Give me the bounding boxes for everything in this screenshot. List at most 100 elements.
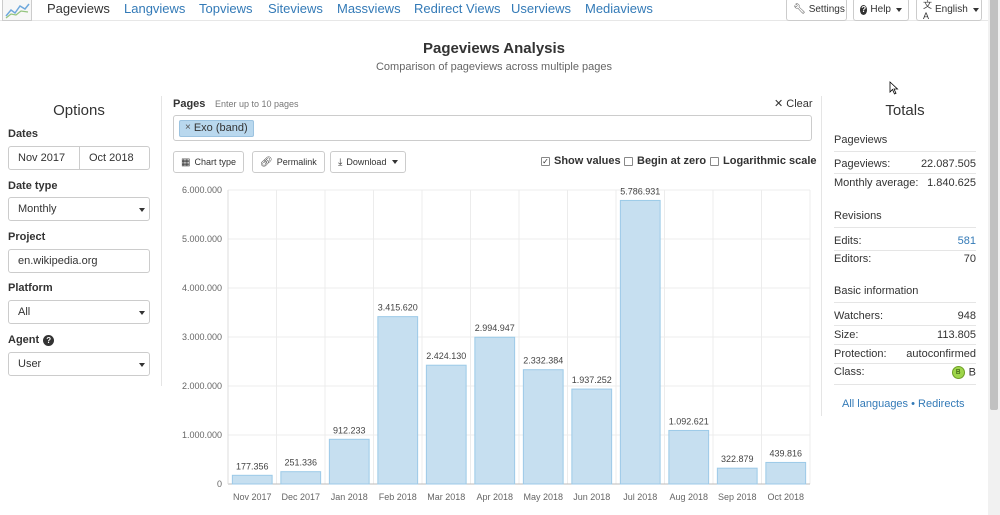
chart-bar[interactable]	[765, 461, 807, 485]
project-input[interactable]: en.wikipedia.org	[8, 249, 150, 273]
y-tick-label: 4.000.000	[182, 283, 222, 293]
bar-value-label: 3.415.620	[378, 303, 418, 313]
basic-info-section-heading: Basic information	[834, 285, 919, 297]
nav-redirect-views[interactable]: Redirect Views	[414, 1, 501, 16]
pages-label: Pages	[173, 98, 206, 110]
y-tick-label: 1.000.000	[182, 430, 222, 440]
checkbox-icon[interactable]	[624, 156, 633, 166]
chart-bar[interactable]	[425, 364, 467, 485]
show-values-label: Show values	[554, 155, 621, 167]
pageviews-logo[interactable]	[2, 0, 32, 21]
help-label: Help	[870, 4, 891, 15]
agent-label-row: Agent ?	[8, 334, 55, 346]
chart-bar[interactable]	[231, 474, 273, 485]
platform-value: All	[18, 306, 31, 318]
platform-label: Platform	[8, 282, 53, 294]
settings-button[interactable]: 🔧︎ Settings	[786, 0, 847, 21]
clear-pages-button[interactable]: ✕ Clear	[774, 97, 813, 110]
link-separator: •	[911, 398, 915, 410]
help-button[interactable]: ? Help	[853, 0, 909, 21]
page-tag-label: Exo (band)	[193, 122, 248, 134]
date-type-label: Date type	[8, 180, 58, 192]
x-axis-ticks: Nov 2017 Dec 2017 Jan 2018 Feb 2018 Mar 2018…	[233, 492, 804, 502]
y-axis-ticks: 0 1.000.000 2.000.000 3.000.000 4.000.000 5.0…	[182, 185, 222, 489]
divider	[834, 227, 976, 228]
x-tick-label: Jul 2018	[623, 492, 657, 502]
options-heading: Options	[53, 102, 105, 119]
nav-langviews[interactable]: Langviews	[124, 1, 186, 16]
monthly-average-value: 1.840.625	[927, 177, 976, 189]
totals-pageviews-row: Pageviews: 22.087.505	[834, 158, 976, 170]
checkbox-checked-icon[interactable]: ✓	[541, 156, 550, 166]
y-tick-label: 5.000.000	[182, 234, 222, 244]
chart-bar[interactable]	[668, 429, 710, 485]
chart-bar[interactable]	[716, 467, 758, 485]
x-tick-label: Aug 2018	[669, 492, 708, 502]
scrollbar-thumb[interactable]	[990, 0, 998, 410]
chart-type-button[interactable]: ▦ Chart type	[173, 151, 244, 173]
agent-select[interactable]: User	[8, 352, 150, 376]
page-scrollbar[interactable]	[988, 0, 1000, 515]
all-languages-link[interactable]: All languages	[842, 398, 909, 410]
nav-pageviews[interactable]: Pageviews	[47, 1, 110, 16]
nav-userviews[interactable]: Userviews	[511, 1, 571, 16]
platform-select[interactable]: All	[8, 300, 150, 324]
grid-icon: ▦	[181, 156, 191, 168]
agent-label: Agent	[8, 334, 40, 346]
nav-massviews[interactable]: Massviews	[337, 1, 401, 16]
pages-hint: Enter up to 10 pages	[215, 99, 299, 109]
chart-bars	[231, 199, 807, 485]
link-icon: 🔗︎	[260, 156, 273, 168]
editors-label: Editors:	[834, 253, 872, 265]
chart-bar[interactable]	[328, 438, 370, 485]
class-value: B	[968, 366, 976, 379]
help-circle-icon[interactable]: ?	[43, 334, 55, 346]
download-button[interactable]: ⤓ Download	[330, 151, 407, 173]
checkbox-icon[interactable]	[710, 156, 719, 166]
totals-protection-row: Protection: autoconfirmed	[834, 348, 976, 360]
chart-bar[interactable]	[280, 471, 322, 485]
y-tick-label: 6.000.000	[182, 185, 222, 195]
chart-bar[interactable]	[619, 199, 661, 485]
date-type-select[interactable]: Monthly	[8, 197, 150, 221]
page-tag[interactable]: × Exo (band)	[179, 120, 254, 137]
x-tick-label: Dec 2017	[281, 492, 320, 502]
chart-bar[interactable]	[474, 336, 516, 485]
show-values-checkbox[interactable]: ✓ Show values	[541, 155, 621, 167]
y-tick-label: 0	[217, 479, 222, 489]
chart-bar[interactable]	[522, 369, 564, 485]
divider	[834, 363, 976, 364]
chart-bar[interactable]	[377, 316, 419, 485]
nav-topviews[interactable]: Topviews	[199, 1, 253, 16]
begin-at-zero-checkbox[interactable]: Begin at zero	[624, 155, 706, 167]
language-button[interactable]: 文A English	[916, 0, 982, 21]
size-value: 113.805	[937, 329, 976, 341]
permalink-button[interactable]: 🔗︎ Permalink	[252, 151, 325, 173]
date-end-field[interactable]: Oct 2018	[79, 146, 150, 170]
nav-siteviews[interactable]: Siteviews	[268, 1, 323, 16]
date-type-value: Monthly	[18, 203, 57, 215]
x-tick-label: Jan 2018	[331, 492, 368, 502]
log-scale-checkbox[interactable]: Logarithmic scale	[710, 155, 817, 167]
date-start-field[interactable]: Nov 2017	[8, 146, 80, 170]
select-caret-icon	[139, 363, 145, 367]
download-icon: ⤓	[338, 156, 343, 168]
totals-watchers-row: Watchers: 948	[834, 310, 976, 322]
pages-input[interactable]: × Exo (band)	[173, 115, 812, 141]
remove-tag-icon[interactable]: ×	[185, 122, 191, 133]
redirects-link[interactable]: Redirects	[918, 398, 965, 410]
edits-label: Edits:	[834, 235, 862, 247]
log-scale-label: Logarithmic scale	[723, 155, 817, 167]
bar-value-label: 912.233	[333, 425, 366, 435]
edits-link[interactable]: 581	[957, 235, 976, 247]
dates-label: Dates	[8, 128, 38, 140]
totals-size-row: Size: 113.805	[834, 329, 976, 341]
chart-bar[interactable]	[571, 388, 613, 485]
chart-type-label: Chart type	[194, 157, 236, 167]
revisions-section-heading: Revisions	[834, 210, 882, 222]
bar-value-label: 177.356	[236, 461, 269, 471]
y-tick-label: 3.000.000	[182, 332, 222, 342]
nav-mediaviews[interactable]: Mediaviews	[585, 1, 653, 16]
divider	[834, 325, 976, 326]
